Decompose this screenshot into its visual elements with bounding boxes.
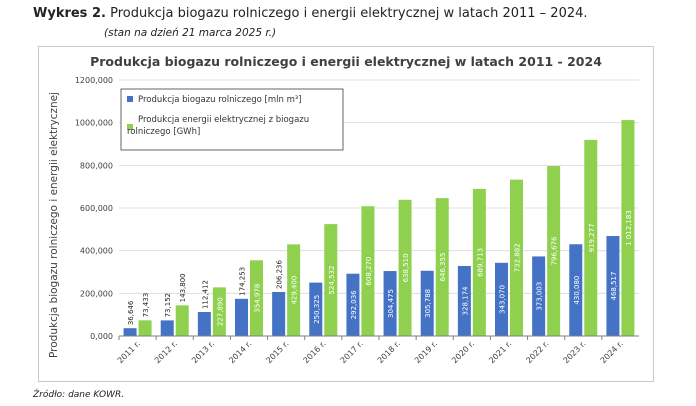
figure-caption: Wykres 2. Produkcja biogazu rolniczego i… [33,6,588,21]
figure-note: (stan na dzień 21 marca 2025 r.) [104,27,276,39]
x-tick-label: 2015 r. [264,339,290,365]
legend: Produkcja biogazu rolniczego [mln m³] Pr… [121,89,343,150]
bar-series1 [235,299,248,336]
source-note: Źródło: dane KOWR. [33,390,124,400]
x-tick-label: 2022 r. [524,339,550,365]
y-axis-title: Produkcja biogazu rolniczego i energii e… [48,92,60,358]
x-tick-label: 2020 r. [450,339,476,365]
data-label-series2: 646,355 [439,253,447,282]
x-tick-label: 2023 r. [562,339,588,365]
data-label-series1: 343,070 [499,285,507,314]
bar-series1 [161,320,174,336]
x-tick-label: 2012 r. [153,339,179,365]
x-tick-label: 2016 r. [302,339,328,365]
x-tick-label: 2018 r. [376,339,402,365]
data-label-series1: 36,646 [127,300,135,325]
data-label-series1: 174,253 [239,267,247,296]
data-label-series1: 73,152 [164,293,172,318]
data-label-series2: 796,676 [551,236,559,265]
legend-label-series1: Produkcja biogazu rolniczego [mln m³] [138,95,302,105]
bar-series2 [139,320,152,336]
data-label-series1: 328,174 [461,286,469,315]
data-label-series1: 250,325 [313,295,321,324]
data-label-series2: 608,270 [365,257,373,286]
chart-frame: Produkcja biogazu rolniczego i energii e… [38,46,654,382]
x-tick-label: 2019 r. [413,339,439,365]
chart-title: Produkcja biogazu rolniczego i energii e… [90,54,602,69]
y-tick-label: 200,000 [80,289,113,298]
data-label-series2: 524,532 [328,266,336,295]
bar-chart: Produkcja biogazu rolniczego i energii e… [39,47,653,381]
x-tick-label: 2011 r. [116,339,142,365]
data-label-series1: 468,517 [610,272,618,301]
data-label-series2: 732,882 [514,243,522,272]
data-label-series1: 305,788 [424,289,432,318]
data-label-series2: 429,400 [291,276,299,305]
y-tick-label: 1000,000 [75,119,113,128]
data-label-series2: 689,713 [476,248,484,277]
data-label-series2: 1 012,183 [625,210,633,246]
data-label-series1: 292,036 [350,290,358,319]
data-label-series2: 354,978 [254,284,262,313]
data-label-series2: 73,433 [142,293,150,318]
y-tick-label: 0,000 [90,332,113,341]
y-tick-label: 400,000 [80,247,113,256]
data-label-series2: 143,800 [179,273,187,302]
data-label-series1: 112,412 [201,280,209,309]
bar-series2 [176,305,189,336]
bar-series1 [272,292,285,336]
bar-series1 [124,328,137,336]
figure-caption-text: Produkcja biogazu rolniczego i energii e… [110,6,587,21]
data-label-series2: 227,890 [216,297,224,326]
y-tick-label: 800,000 [80,161,113,170]
data-label-series1: 373,003 [536,282,544,311]
data-label-series2: 638,510 [402,253,410,282]
y-tick-label: 600,000 [80,204,113,213]
data-label-series1: 304,475 [387,289,395,318]
x-tick-label: 2013 r. [190,339,216,365]
x-tick-label: 2024 r. [599,339,625,365]
bar-series1 [198,312,211,336]
data-label-series1: 430,080 [573,276,581,305]
data-label-series2: 919,277 [588,223,596,252]
x-tick-label: 2014 r. [227,339,253,365]
x-tick-label: 2017 r. [339,339,365,365]
data-label-series1: 206,236 [276,260,284,289]
figure-caption-label: Wykres 2. [33,6,106,21]
y-tick-label: 1200,000 [75,76,113,85]
legend-swatch-series1 [127,96,133,102]
x-tick-label: 2021 r. [487,339,513,365]
